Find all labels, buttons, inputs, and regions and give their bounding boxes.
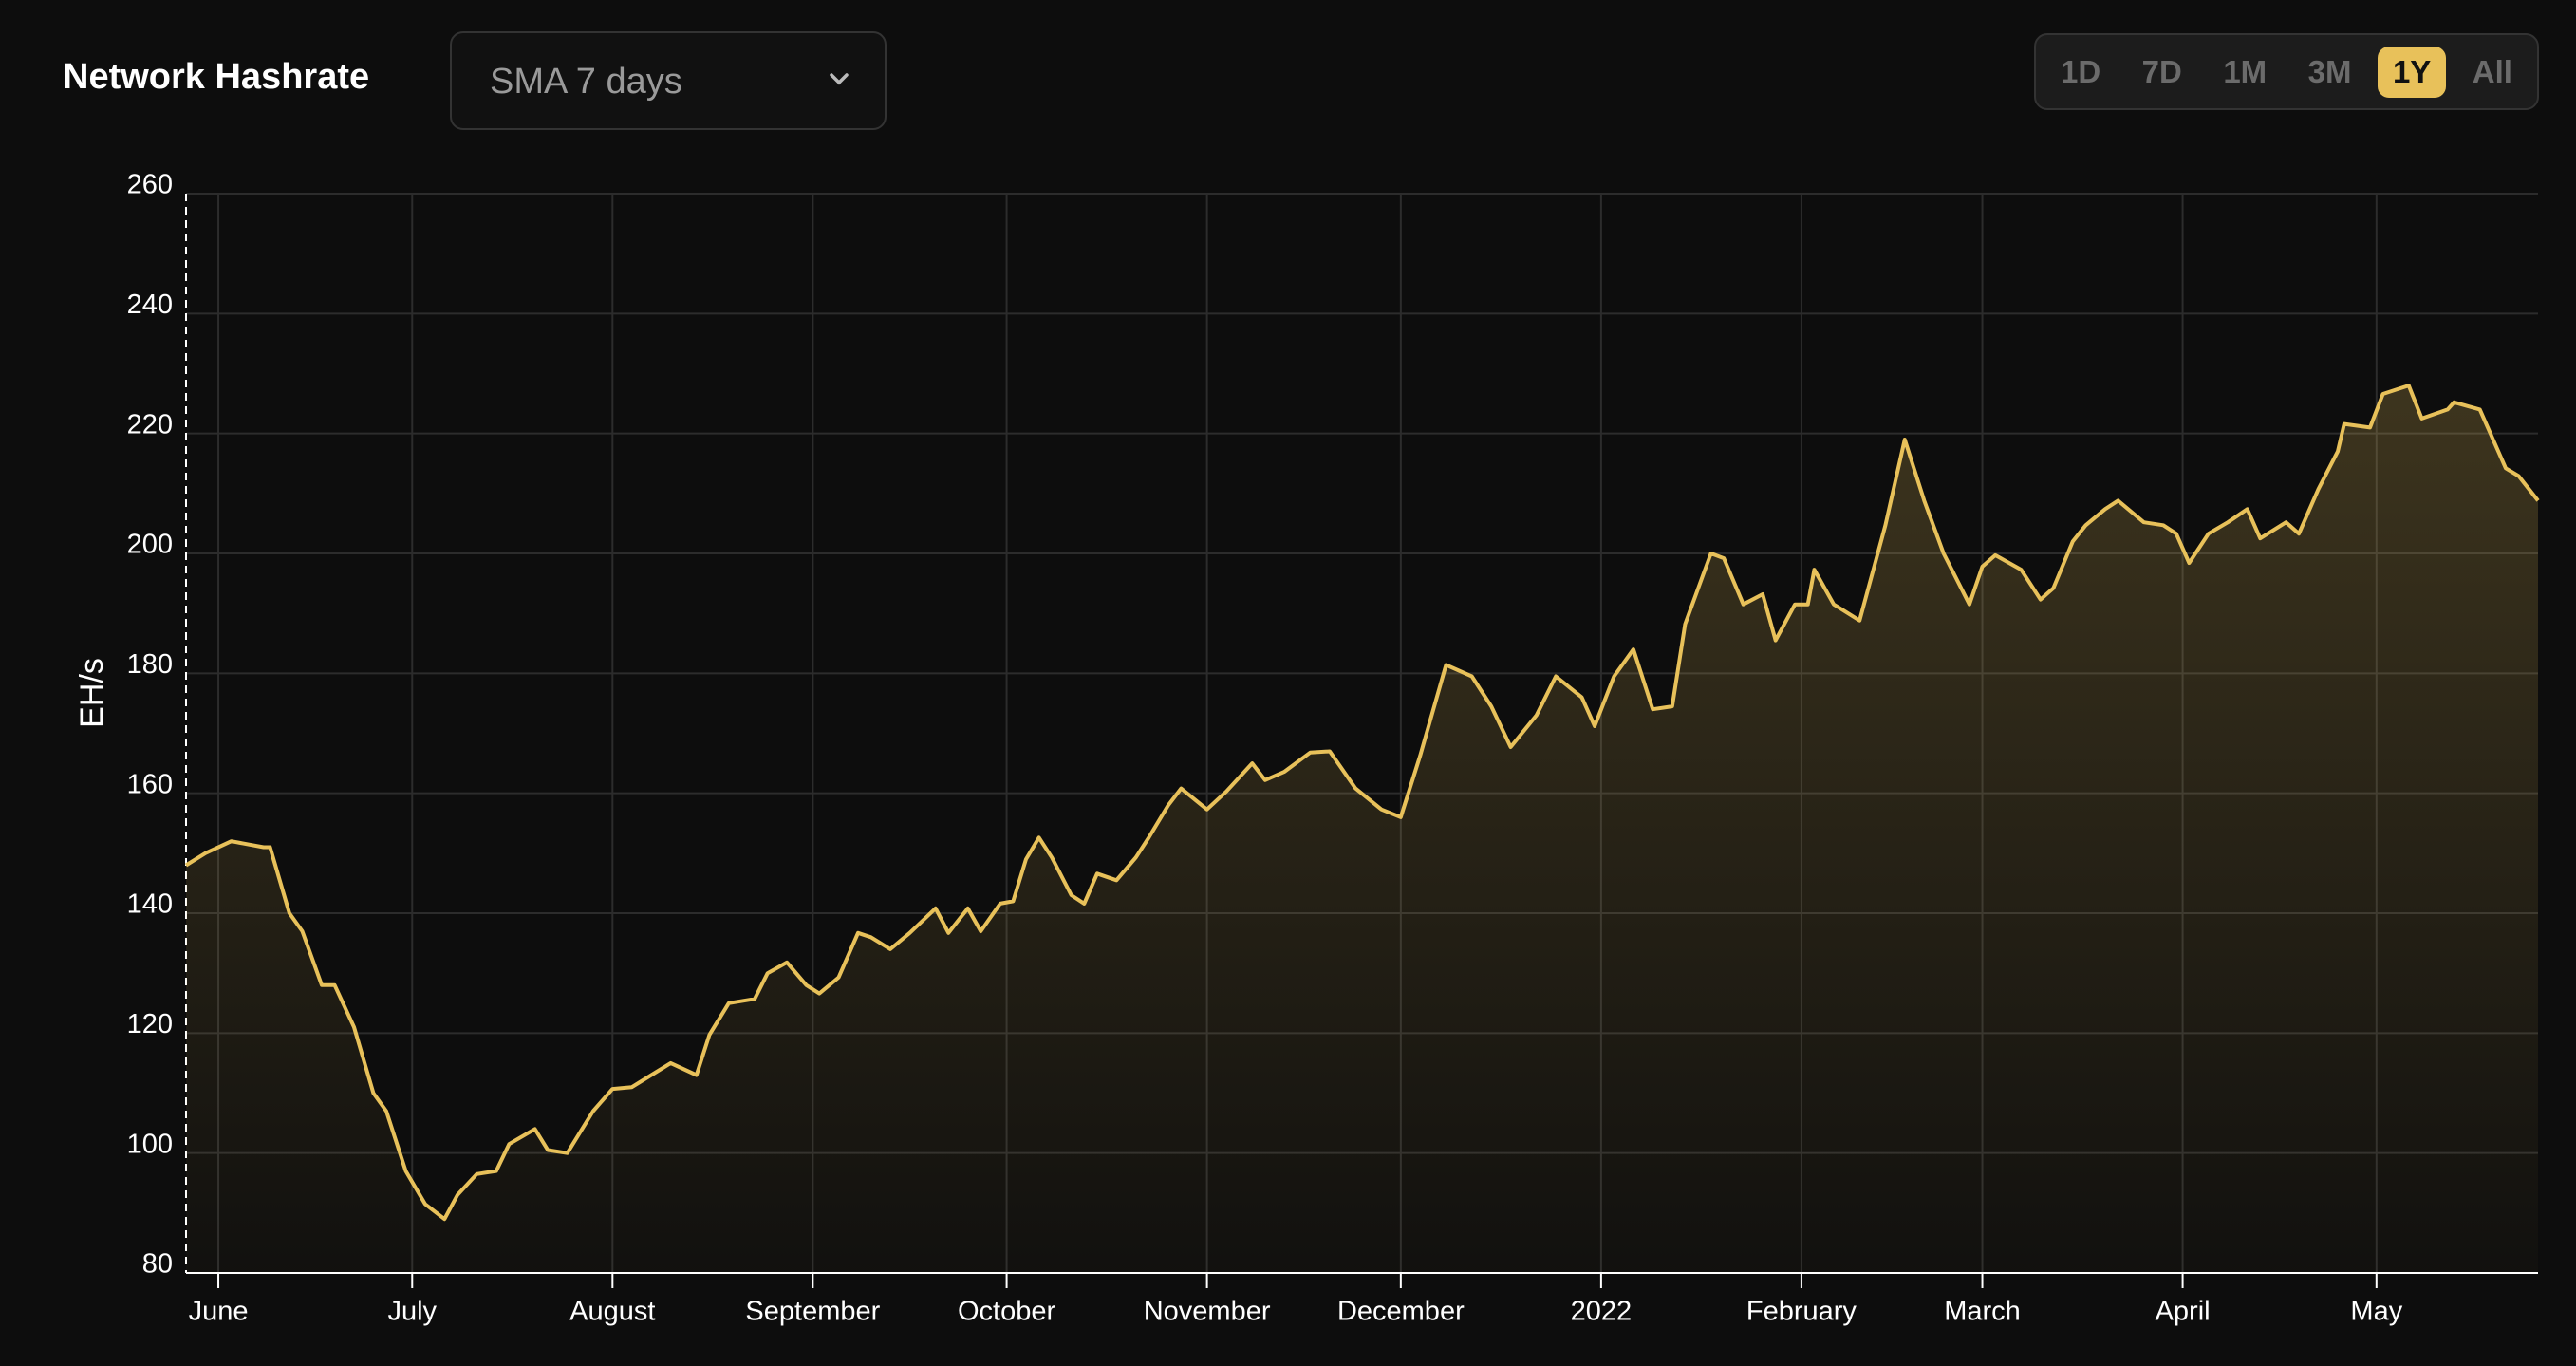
x-tick-label: December [1337,1297,1465,1327]
y-axis-label: EH/s [74,658,110,728]
x-tick-label: February [1746,1297,1857,1327]
y-tick-label: 80 [142,1249,173,1280]
range-button[interactable]: 1Y [2377,46,2447,98]
y-tick-label: 220 [127,409,173,440]
x-tick-label: September [745,1297,880,1327]
area-fill [186,385,2538,1274]
x-tick-label: July [387,1297,437,1327]
range-button[interactable]: 7D [2141,53,2182,89]
y-tick-label: 200 [127,530,173,560]
y-tick-label: 100 [127,1129,173,1159]
x-tick-label: April [2156,1297,2211,1327]
y-tick-label: 180 [127,649,173,680]
line-series [184,384,2540,1222]
y-tick-label: 120 [127,1009,173,1039]
x-tick-label: 2022 [1571,1297,1633,1327]
x-tick-label: October [958,1297,1055,1327]
y-tick-label: 140 [127,889,173,920]
y-tick-label: 240 [127,290,173,320]
x-tick-label: June [189,1297,249,1327]
x-tick-label: May [2350,1297,2402,1327]
page-title: Network Hashrate [63,57,370,97]
x-tick-label: March [1944,1297,2021,1327]
sma-dropdown[interactable]: SMA 7 days [450,31,887,130]
range-button[interactable]: 1D [2061,53,2101,89]
chevron-icon [830,73,849,85]
range-button[interactable]: 3M [2307,53,2352,89]
x-tick-label: November [1144,1297,1271,1327]
y-tick-label: 160 [127,769,173,799]
range-selector: 1D 7D 1M 3M 1Y All [2034,33,2539,110]
range-button[interactable]: All [2472,53,2512,89]
x-tick-label: August [569,1297,655,1327]
y-tick-label: 260 [127,170,173,200]
range-button[interactable]: 1M [2223,53,2268,89]
dropdown-label: SMA 7 days [490,62,682,102]
